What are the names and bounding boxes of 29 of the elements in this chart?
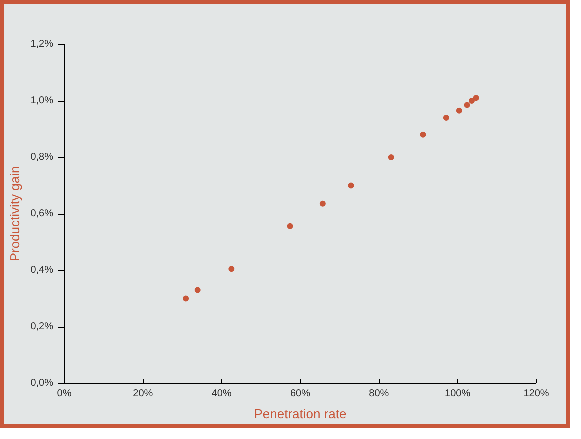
y-tick-label: 0,4% <box>30 265 54 276</box>
point <box>183 296 190 302</box>
point <box>388 154 394 160</box>
point <box>420 132 426 138</box>
y-tick-label: 0,8% <box>30 152 54 163</box>
y-tick-label: 0,2% <box>30 322 54 332</box>
point <box>348 182 354 189</box>
point <box>194 287 201 294</box>
x-tick-label: 0% <box>57 388 72 400</box>
point <box>473 95 480 102</box>
y-tick-label: 1,2% <box>30 39 54 50</box>
point <box>320 200 326 207</box>
point <box>228 266 235 272</box>
y-tick-label: 1,0% <box>30 96 54 106</box>
y-tick-label: 0,6% <box>30 208 54 220</box>
x-tick-label: 80% <box>369 388 390 400</box>
point <box>468 98 475 104</box>
x-tick-label: 60% <box>290 388 311 400</box>
x-tick-label: 20% <box>133 388 154 400</box>
x-tick-label: 120% <box>524 388 550 400</box>
x-axis-title: Penetration rate <box>254 406 347 422</box>
point <box>287 223 294 230</box>
point <box>464 102 470 108</box>
x-tick-label: 40% <box>212 388 232 400</box>
y-tick-label: 0,0% <box>30 378 54 389</box>
y-axis-title: Productivity gain <box>8 166 23 262</box>
point <box>443 114 450 121</box>
point <box>456 108 462 114</box>
x-tick-label: 100% <box>445 388 471 400</box>
